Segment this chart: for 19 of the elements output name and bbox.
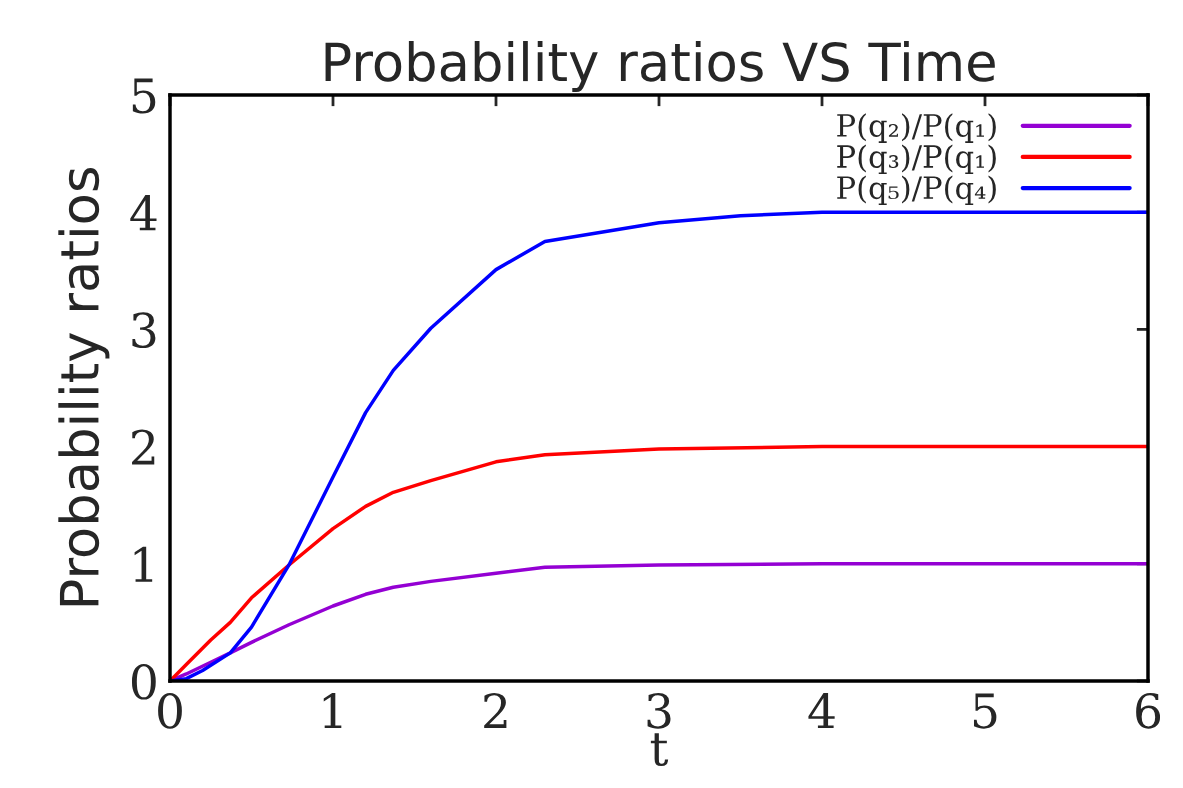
legend-label: P(q₂)/P(q₁) bbox=[837, 113, 996, 143]
y-tick-label: 0 bbox=[131, 663, 156, 700]
y-tick-label: 2 bbox=[132, 429, 155, 465]
y-axis-title: Probability ratios bbox=[58, 168, 110, 606]
x-tick-label: 6 bbox=[1136, 692, 1161, 729]
legend-label: P(q₃)/P(q₁) bbox=[837, 144, 996, 175]
y-tick-label: 1 bbox=[134, 546, 153, 582]
x-axis-title: t bbox=[650, 733, 669, 767]
x-tick-label: 1 bbox=[323, 692, 342, 728]
x-tick-label: 0 bbox=[158, 692, 182, 729]
x-tick-label: 2 bbox=[484, 692, 507, 728]
chart-title: Probability ratios VS Time bbox=[325, 41, 995, 93]
x-tick-label: 4 bbox=[808, 692, 835, 728]
x-tick-label: 5 bbox=[973, 693, 997, 729]
y-tick-label: 3 bbox=[132, 312, 156, 349]
x-tick-label: 3 bbox=[647, 692, 671, 729]
legend-label: P(q₅)/P(q₄) bbox=[837, 175, 996, 206]
y-tick-label: 5 bbox=[132, 78, 156, 114]
y-tick-label: 4 bbox=[130, 195, 157, 231]
